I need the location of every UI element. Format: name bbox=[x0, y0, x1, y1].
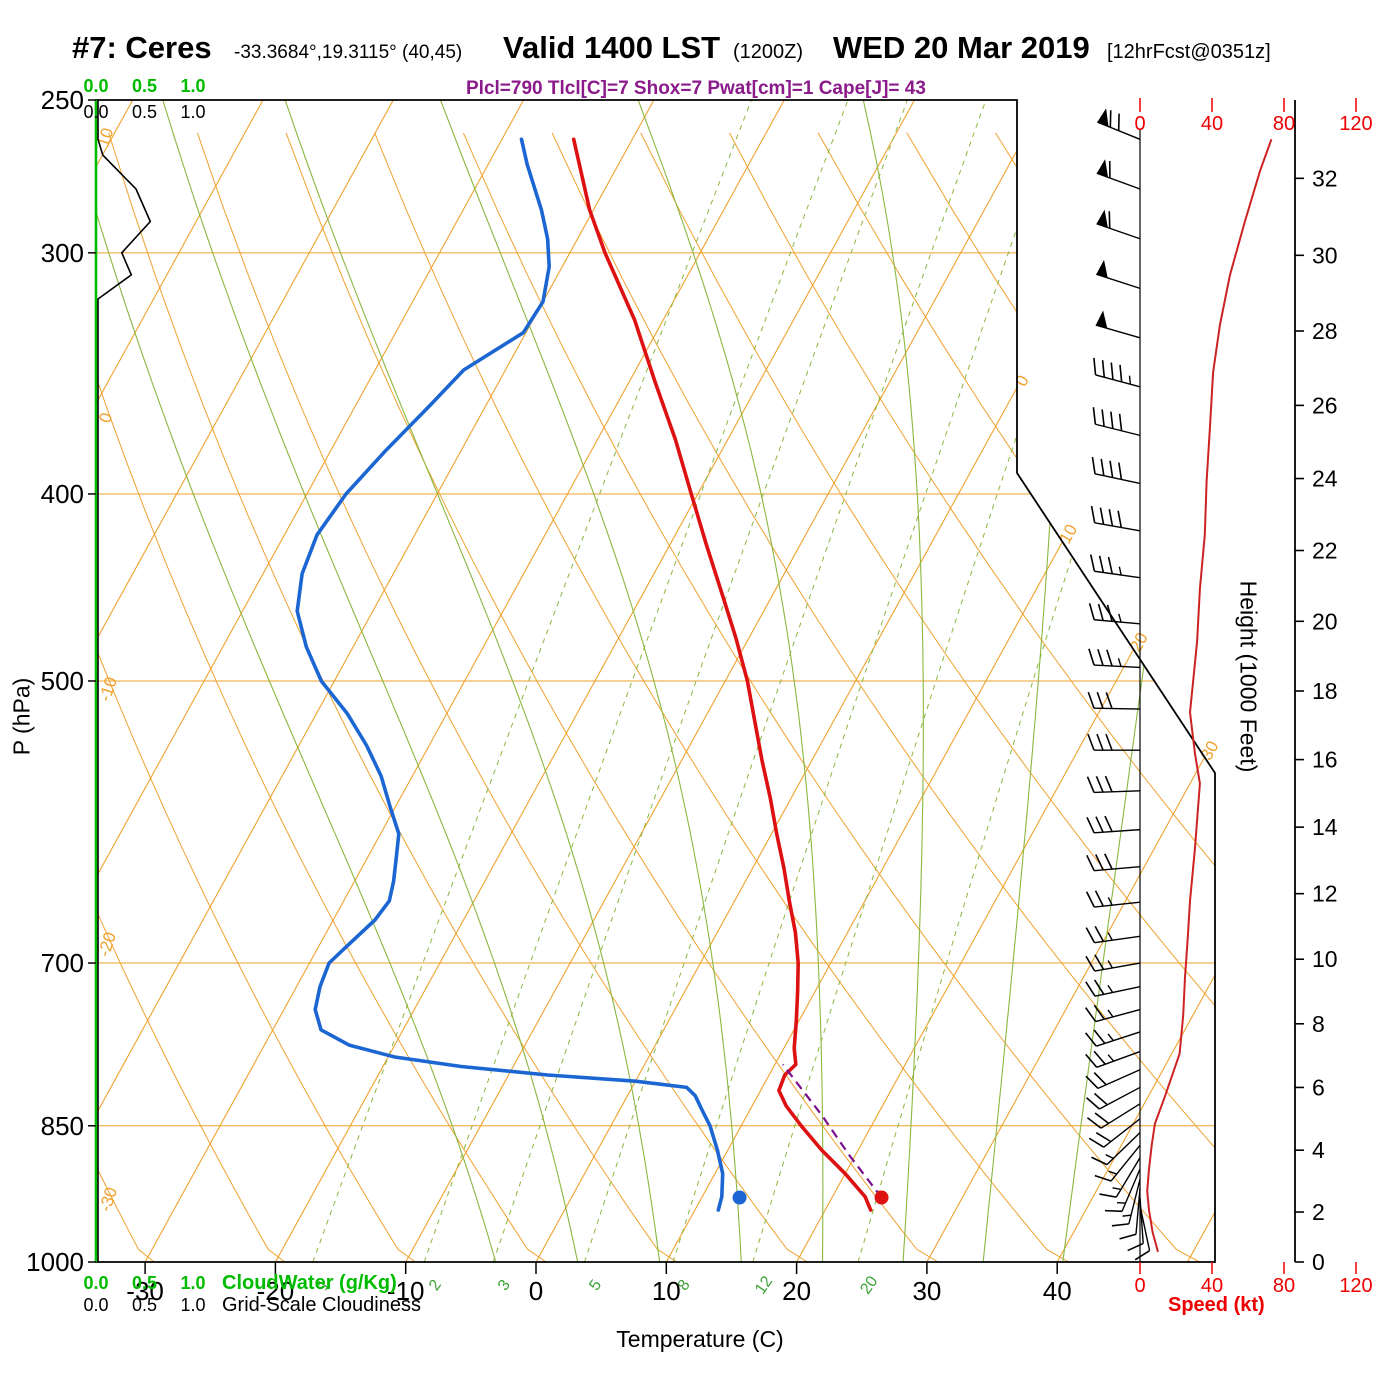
surface-dewpoint-dot bbox=[732, 1190, 747, 1205]
svg-text:0.0: 0.0 bbox=[83, 76, 108, 96]
svg-text:80: 80 bbox=[1273, 113, 1295, 135]
parcel-path bbox=[781, 1063, 883, 1199]
svg-text:20: 20 bbox=[857, 1273, 881, 1297]
station-title: #7: Ceres bbox=[72, 30, 212, 65]
svg-text:0.0: 0.0 bbox=[83, 1295, 108, 1315]
svg-text:2: 2 bbox=[1312, 1199, 1325, 1225]
svg-text:1000: 1000 bbox=[26, 1247, 84, 1277]
surface-temp-dot bbox=[874, 1190, 889, 1205]
svg-text:0: 0 bbox=[1134, 1275, 1145, 1297]
wind-speed-curve bbox=[1146, 138, 1273, 1253]
svg-text:40: 40 bbox=[1201, 1275, 1223, 1297]
svg-text:2: 2 bbox=[426, 1277, 445, 1294]
svg-text:0.0: 0.0 bbox=[83, 1273, 108, 1293]
svg-text:0.0: 0.0 bbox=[83, 102, 108, 122]
svg-text:20: 20 bbox=[1312, 608, 1338, 634]
svg-text:20: 20 bbox=[1126, 629, 1152, 655]
svg-text:400: 400 bbox=[41, 479, 84, 509]
cloud-scales: 0.00.00.00.00.50.50.50.51.01.01.01.0 bbox=[83, 76, 205, 1315]
svg-text:22: 22 bbox=[1312, 538, 1338, 564]
svg-text:850: 850 bbox=[41, 1111, 84, 1141]
svg-text:120: 120 bbox=[1339, 113, 1372, 135]
temperature-axis: -30 -20 -10 0 10 20 30 40 bbox=[126, 1262, 1072, 1306]
cloudiness-axis-label: Grid-Scale Cloudiness bbox=[222, 1294, 421, 1316]
cloudwater-axis-label: CloudWater (g/Kg) bbox=[222, 1272, 397, 1294]
forecast-tag: [12hrFcst@0351z] bbox=[1107, 41, 1271, 63]
svg-text:3: 3 bbox=[495, 1277, 514, 1294]
height-axis-label: Height (1000 Feet) bbox=[1235, 580, 1262, 773]
wind-barbs bbox=[1084, 108, 1151, 1261]
svg-text:20: 20 bbox=[782, 1276, 811, 1306]
svg-text:5: 5 bbox=[586, 1277, 605, 1294]
svg-text:-10: -10 bbox=[387, 1276, 425, 1306]
svg-text:0: 0 bbox=[1012, 372, 1033, 389]
svg-text:500: 500 bbox=[41, 666, 84, 696]
svg-text:1.0: 1.0 bbox=[180, 102, 205, 122]
svg-text:10: 10 bbox=[1312, 946, 1338, 972]
svg-text:0: 0 bbox=[1134, 113, 1145, 135]
svg-text:0.5: 0.5 bbox=[132, 76, 157, 96]
svg-text:0.5: 0.5 bbox=[132, 1273, 157, 1293]
station-coordinates: -33.3684°,19.3115° (40,45) bbox=[234, 42, 463, 63]
svg-text:12: 12 bbox=[1312, 881, 1338, 907]
svg-text:10: 10 bbox=[1055, 521, 1081, 547]
speed-axis-label: Speed (kt) bbox=[1168, 1294, 1265, 1316]
svg-text:24: 24 bbox=[1312, 466, 1338, 492]
valid-zulu-time: (1200Z) bbox=[733, 41, 804, 63]
surface-points bbox=[732, 1190, 889, 1205]
pressure-axis: 250 300 400 500 700 850 1000 bbox=[26, 85, 96, 1277]
svg-text:0: 0 bbox=[529, 1276, 543, 1306]
svg-text:-30: -30 bbox=[126, 1276, 164, 1306]
svg-text:30: 30 bbox=[912, 1276, 941, 1306]
svg-text:1.0: 1.0 bbox=[180, 76, 205, 96]
svg-text:12: 12 bbox=[752, 1273, 776, 1297]
svg-text:-30: -30 bbox=[95, 1185, 121, 1214]
svg-text:28: 28 bbox=[1312, 318, 1338, 344]
svg-text:-20: -20 bbox=[257, 1276, 295, 1306]
dewpoint-curve bbox=[295, 137, 725, 1212]
mixing-ratio-lines bbox=[312, 100, 1215, 1262]
svg-text:16: 16 bbox=[1312, 747, 1338, 773]
dry-adiabat-lines bbox=[96, 132, 1215, 1262]
svg-text:0: 0 bbox=[1312, 1249, 1325, 1275]
svg-text:80: 80 bbox=[1273, 1275, 1295, 1297]
svg-text:6: 6 bbox=[1312, 1074, 1325, 1100]
svg-text:18: 18 bbox=[1312, 678, 1338, 704]
valid-time-title: Valid 1400 LST bbox=[503, 30, 721, 65]
cloudiness-profile bbox=[97, 100, 152, 1262]
svg-text:26: 26 bbox=[1312, 392, 1338, 418]
stability-indices-line: Plcl=790 Tlcl[C]=7 Shox=7 Pwat[cm]=1 Cap… bbox=[466, 78, 926, 99]
svg-text:0.5: 0.5 bbox=[132, 1295, 157, 1315]
svg-text:40: 40 bbox=[1043, 1276, 1072, 1306]
svg-text:700: 700 bbox=[41, 948, 84, 978]
svg-text:14: 14 bbox=[1312, 814, 1338, 840]
valid-date-title: WED 20 Mar 2019 bbox=[833, 30, 1090, 65]
svg-text:30: 30 bbox=[1312, 242, 1338, 268]
svg-text:32: 32 bbox=[1312, 165, 1338, 191]
svg-text:300: 300 bbox=[41, 238, 84, 268]
pressure-axis-label: P (hPa) bbox=[8, 677, 35, 756]
svg-text:10: 10 bbox=[652, 1276, 681, 1306]
svg-text:1.0: 1.0 bbox=[180, 1295, 205, 1315]
svg-text:4: 4 bbox=[1312, 1137, 1325, 1163]
temperature-axis-label: Temperature (C) bbox=[616, 1326, 784, 1352]
svg-text:120: 120 bbox=[1339, 1275, 1372, 1297]
svg-text:0.5: 0.5 bbox=[132, 102, 157, 122]
svg-text:1.0: 1.0 bbox=[180, 1273, 205, 1293]
svg-text:250: 250 bbox=[41, 85, 84, 115]
svg-text:40: 40 bbox=[1201, 113, 1223, 135]
svg-text:8: 8 bbox=[1312, 1011, 1325, 1037]
temperature-curve bbox=[571, 137, 873, 1212]
